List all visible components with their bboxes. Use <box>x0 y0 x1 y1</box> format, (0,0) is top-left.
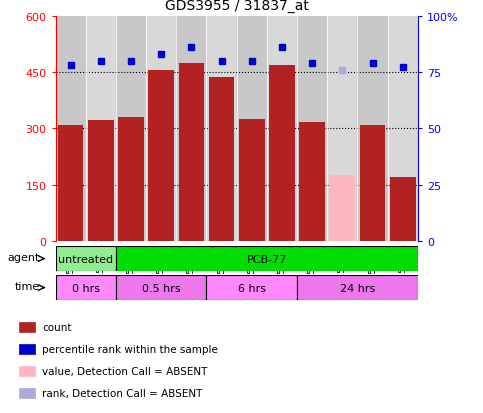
Bar <box>239 119 265 242</box>
Bar <box>58 126 84 242</box>
Bar <box>116 17 146 242</box>
Bar <box>179 64 204 242</box>
Bar <box>360 126 385 242</box>
Title: GDS3955 / 31837_at: GDS3955 / 31837_at <box>165 0 309 13</box>
Bar <box>327 17 357 242</box>
Bar <box>116 275 207 301</box>
Text: 0.5 hrs: 0.5 hrs <box>142 283 181 293</box>
Bar <box>388 17 418 242</box>
Text: rank, Detection Call = ABSENT: rank, Detection Call = ABSENT <box>42 388 202 398</box>
Bar <box>207 17 237 242</box>
Bar <box>19 344 35 354</box>
Text: 0 hrs: 0 hrs <box>72 283 99 293</box>
Text: 24 hrs: 24 hrs <box>340 283 375 293</box>
Bar <box>19 323 35 332</box>
Bar <box>237 17 267 242</box>
Text: untreated: untreated <box>58 254 114 264</box>
Bar <box>297 17 327 242</box>
Text: value, Detection Call = ABSENT: value, Detection Call = ABSENT <box>42 366 208 376</box>
Text: agent: agent <box>8 253 40 263</box>
Bar <box>116 246 418 272</box>
Text: PCB-77: PCB-77 <box>247 254 287 264</box>
Bar <box>357 17 388 242</box>
Bar <box>88 121 114 242</box>
Bar <box>19 366 35 376</box>
Bar <box>148 71 174 242</box>
Bar <box>56 275 116 301</box>
Bar <box>209 78 234 242</box>
Bar <box>299 122 325 242</box>
Bar <box>269 66 295 242</box>
Bar <box>56 246 116 272</box>
Bar <box>390 178 415 242</box>
Bar <box>118 118 144 242</box>
Text: 6 hrs: 6 hrs <box>238 283 266 293</box>
Text: count: count <box>42 323 71 332</box>
Bar <box>19 388 35 398</box>
Bar <box>329 176 355 242</box>
Bar <box>207 275 297 301</box>
Bar <box>176 17 207 242</box>
Bar <box>297 275 418 301</box>
Bar <box>86 17 116 242</box>
Bar <box>56 17 86 242</box>
Text: percentile rank within the sample: percentile rank within the sample <box>42 344 218 354</box>
Text: time: time <box>15 282 40 292</box>
Bar <box>267 17 297 242</box>
Bar <box>146 17 176 242</box>
